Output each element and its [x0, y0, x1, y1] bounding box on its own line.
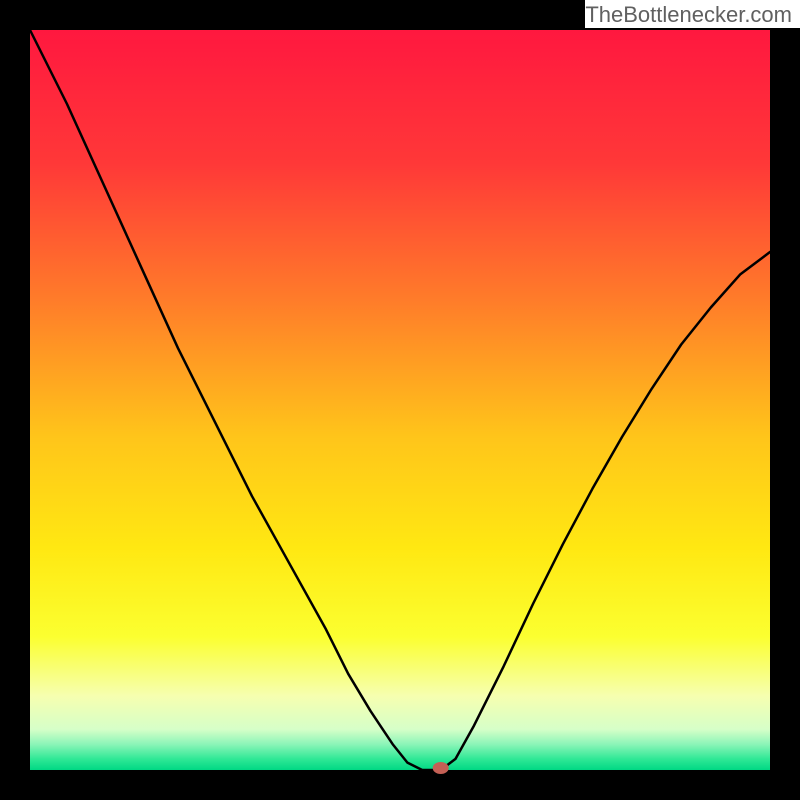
chart-frame: TheBottlenecker.com	[0, 0, 800, 800]
bottleneck-chart	[0, 0, 800, 800]
watermark-label: TheBottlenecker.com	[585, 0, 800, 28]
optimal-point-marker	[433, 762, 449, 774]
chart-gradient-background	[30, 30, 770, 770]
